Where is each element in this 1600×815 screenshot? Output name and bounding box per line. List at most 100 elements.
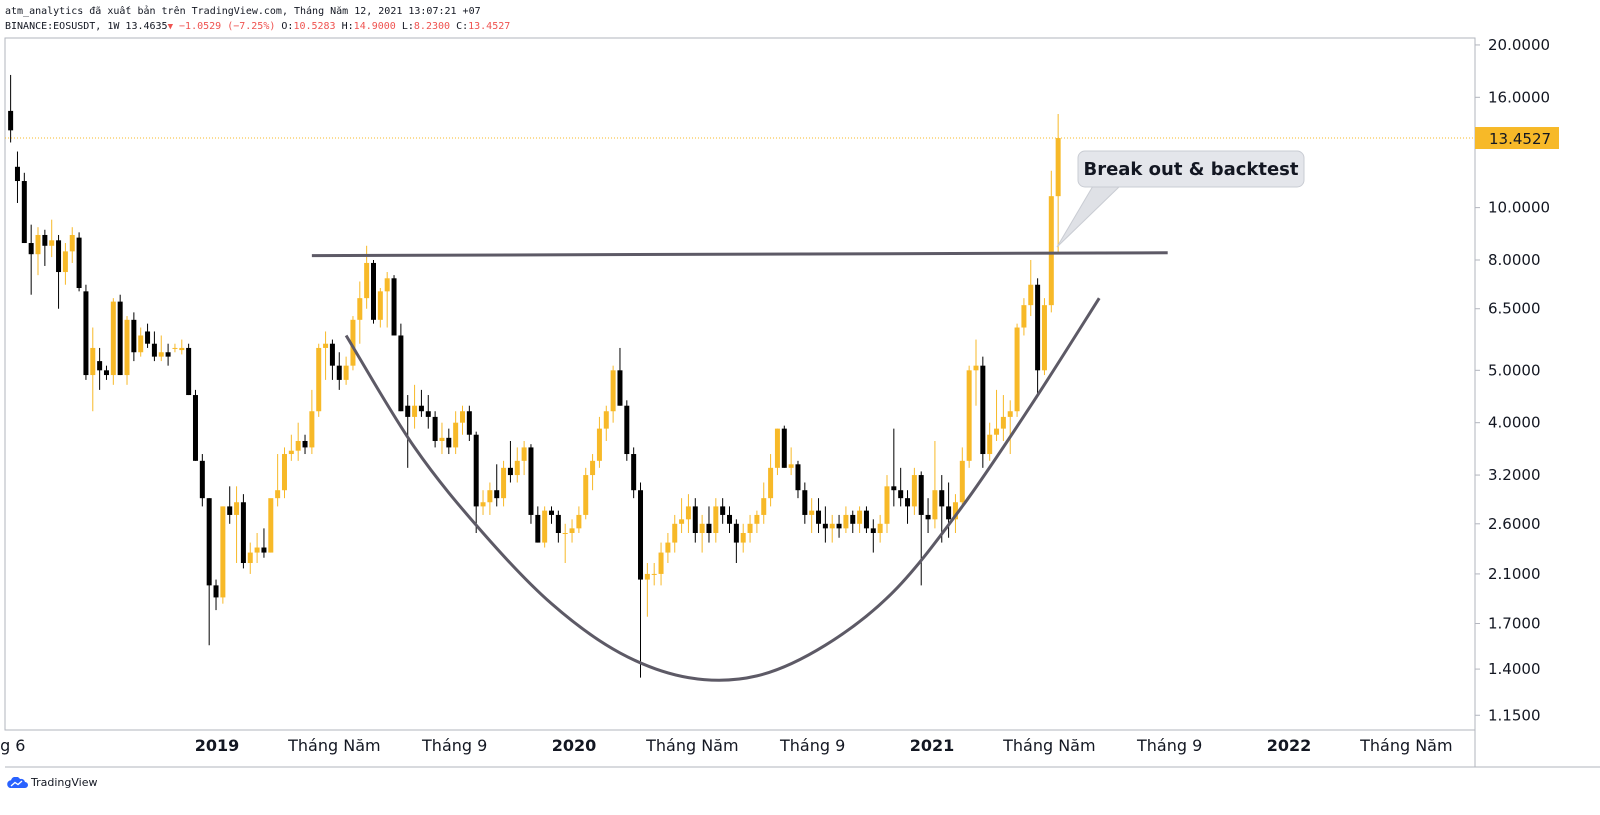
candle — [1055, 114, 1061, 254]
candle-body — [1055, 138, 1061, 197]
candle-body — [56, 240, 62, 273]
candle — [603, 405, 609, 441]
candle — [227, 486, 233, 524]
price-tick-label: 5.0000 — [1488, 361, 1541, 379]
candle-body — [939, 490, 945, 507]
candle — [391, 275, 397, 336]
time-tick-label: Tháng Năm — [645, 736, 738, 755]
candle — [199, 454, 205, 507]
candle-body — [199, 460, 205, 499]
candle — [412, 384, 418, 429]
candle-body — [384, 278, 390, 292]
candle — [1021, 298, 1027, 336]
candle — [644, 563, 650, 617]
candle — [788, 447, 794, 476]
candle-body — [316, 347, 322, 412]
candle-body — [1035, 284, 1041, 371]
price-tick-label: 20.0000 — [1488, 36, 1550, 54]
candle-body — [843, 514, 849, 529]
price-tick-label: 1.1500 — [1488, 706, 1541, 724]
candle-body — [62, 251, 68, 273]
candle — [535, 506, 541, 543]
candle-body — [952, 502, 958, 520]
candle — [90, 327, 96, 412]
candle — [288, 434, 294, 461]
candle-body — [480, 502, 486, 507]
annotation-callout[interactable]: Break out & backtest — [1056, 150, 1305, 248]
candle-body — [391, 278, 397, 336]
candle-body — [905, 498, 911, 507]
candle-body — [494, 490, 500, 499]
candle — [768, 454, 774, 507]
candle — [679, 498, 685, 534]
candle — [302, 434, 308, 455]
time-tick-label: 2021 — [910, 736, 955, 755]
time-axis[interactable]: ng 6 2019 Tháng Năm Tháng 9 2020 Tháng Năm Thá… — [0, 736, 1453, 755]
price-tick-label: 3.2000 — [1488, 466, 1541, 484]
candle — [685, 494, 691, 534]
candle-body — [987, 434, 993, 455]
time-tick-label: 2019 — [195, 736, 240, 755]
candle — [69, 227, 75, 263]
candle — [192, 389, 198, 461]
candle — [186, 343, 192, 396]
candle — [946, 482, 952, 538]
candle-body — [302, 440, 308, 448]
candle-body — [816, 510, 822, 524]
candle-body — [740, 533, 746, 543]
candle — [432, 411, 438, 448]
candle — [247, 542, 253, 574]
candle — [822, 506, 828, 543]
candle — [747, 514, 753, 543]
candle — [959, 447, 965, 507]
candle-body — [542, 510, 548, 543]
candle — [151, 331, 157, 362]
candle — [487, 482, 493, 515]
candle-body — [35, 234, 41, 255]
candle — [172, 343, 178, 353]
plot-frame — [4, 37, 1476, 731]
candle-body — [357, 298, 363, 320]
candle — [425, 395, 431, 429]
tradingview-logo[interactable]: TradingView — [6, 776, 97, 789]
candle-body — [247, 552, 253, 564]
candle-body — [49, 240, 55, 246]
cup-curve — [344, 297, 1101, 682]
candle — [987, 422, 993, 461]
candle — [877, 514, 883, 543]
candle — [384, 272, 390, 328]
candle-body — [973, 365, 979, 371]
candle — [925, 498, 931, 534]
candle-body — [836, 523, 842, 529]
candle-body — [398, 335, 404, 412]
candle — [350, 316, 356, 371]
close-label: C: — [456, 21, 469, 32]
candle — [494, 464, 500, 507]
candle — [446, 428, 452, 455]
candle — [110, 298, 116, 385]
candle-body — [295, 440, 301, 451]
time-tick-label: 2022 — [1267, 736, 1312, 755]
candle-body — [103, 370, 109, 376]
candle-body — [966, 370, 972, 461]
tradingview-brand: TradingView — [31, 776, 98, 789]
candle-body — [720, 506, 726, 515]
candle — [473, 431, 479, 534]
candle — [980, 356, 986, 468]
candle-body — [569, 528, 575, 534]
candle-body — [870, 528, 876, 534]
candle — [83, 284, 89, 380]
last-price-tag-text: 13.4527 — [1489, 130, 1551, 148]
candle-body — [768, 467, 774, 499]
candle-body — [323, 343, 329, 348]
open-label: O: — [281, 21, 294, 32]
candle-body — [288, 450, 294, 455]
candle — [453, 411, 459, 455]
candle — [857, 506, 863, 534]
candle-body — [658, 552, 664, 574]
price-axis[interactable]: 20.0000 16.0000 10.0000 8.0000 6.5000 5.0000 4… — [1475, 36, 1550, 724]
price-tick-label: 2.1000 — [1488, 565, 1541, 583]
candle — [884, 475, 890, 534]
candle — [1000, 395, 1006, 441]
